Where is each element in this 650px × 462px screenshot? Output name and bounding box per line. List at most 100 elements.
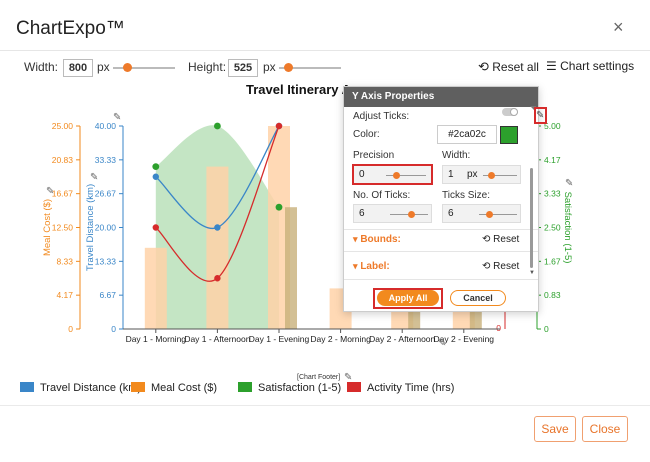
legend-item[interactable]: Activity Time (hrs) (347, 382, 454, 394)
series-point (275, 122, 283, 130)
precision-label: Precision (353, 150, 395, 161)
legend-label: Meal Cost ($) (151, 382, 218, 394)
line-width-slider-thumb[interactable] (488, 172, 495, 179)
satisfaction-point (275, 203, 283, 211)
save-button[interactable]: Save (534, 416, 576, 442)
ticks-size-field[interactable]: 6 (442, 204, 521, 223)
width-slider-thumb[interactable] (123, 63, 132, 72)
apply-all-button[interactable]: Apply All (377, 290, 439, 306)
y-tick-label: 5.00 (544, 121, 561, 131)
height-slider[interactable] (279, 67, 341, 69)
label-reset-label: Reset (493, 261, 520, 272)
ticks-size-slider[interactable] (479, 214, 517, 215)
ticks-count-slider-thumb[interactable] (408, 211, 415, 218)
chart-title: Travel Itinerary A (246, 82, 352, 97)
ticks-count-field[interactable]: 6 (353, 204, 432, 223)
color-swatch[interactable] (500, 126, 518, 144)
y-tick-label: 2.50 (544, 223, 561, 233)
ticks-size-label: Ticks Size: (442, 190, 490, 201)
close-button[interactable]: Close (582, 416, 628, 442)
cancel-button[interactable]: Cancel (450, 290, 506, 306)
edit-pencil-icon[interactable]: ✎ (565, 178, 574, 189)
legend-label: Satisfaction (1-5) (258, 382, 342, 394)
x-tick-label: Day 2 - Afternoon (369, 334, 435, 344)
series-point (214, 275, 221, 282)
legend-label: Activity Time (hrs) (367, 382, 455, 394)
y-tick-label: 1.67 (544, 256, 561, 266)
adjust-ticks-toggle[interactable] (502, 108, 518, 116)
app-brand: ChartExpo™ (16, 18, 125, 39)
y-tick-label: 40.00 (95, 121, 117, 131)
y-axis-title: Meal Cost ($) (42, 199, 53, 256)
legend-item[interactable]: Satisfaction (1-5) (238, 382, 341, 394)
width-label: Width: (442, 150, 471, 161)
edit-pencil-icon[interactable]: ✎ (113, 112, 122, 123)
chart-settings-button[interactable]: ☰ Chart settings (546, 59, 634, 73)
panel-divider (344, 229, 538, 230)
close-icon[interactable]: × (613, 17, 624, 37)
ticks-count-value: 6 (359, 208, 365, 219)
bounds-reset-button[interactable]: ⟲ Reset (482, 234, 519, 245)
series-point (214, 224, 221, 231)
bar (268, 126, 290, 329)
width-label: Width: (24, 60, 59, 74)
y-tick-label: 0 (68, 324, 73, 334)
ticks-size-slider-thumb[interactable] (486, 211, 493, 218)
label-reset-button[interactable]: ⟲ Reset (482, 261, 519, 272)
y-tick-label: 3.33 (544, 189, 561, 199)
x-tick-label: Day 2 - Evening (434, 334, 495, 344)
reset-all-button[interactable]: ⟲ Reset all (478, 59, 539, 75)
height-input[interactable]: 525 (228, 59, 258, 77)
panel-divider (344, 251, 538, 252)
chevron-down-icon: ▾ (353, 234, 358, 244)
legend-swatch (347, 382, 361, 392)
precision-value: 0 (359, 169, 365, 180)
ticks-count-label: No. Of Ticks: (353, 190, 411, 201)
settings-sliders-icon: ☰ (546, 59, 557, 73)
panel-resize-corner (530, 106, 536, 112)
y-axis-title: Satisfaction (1-5) (562, 192, 573, 264)
color-hex-input[interactable]: #2ca02c (437, 125, 497, 144)
reset-all-label: Reset all (492, 60, 539, 74)
edit-pencil-icon[interactable]: ✎ (46, 186, 55, 197)
y-tick-label: 4.17 (544, 155, 561, 165)
y-tick-label: 0.83 (544, 290, 561, 300)
legend-item[interactable]: Meal Cost ($) (131, 382, 217, 394)
edit-pencil-icon[interactable]: ✎ (438, 338, 447, 349)
label-section-toggle[interactable]: ▾ Label: (353, 261, 390, 272)
y-tick-label: 0 (111, 324, 116, 334)
y-axis-title: Travel Distance (km) (85, 184, 96, 271)
header-divider (0, 50, 650, 51)
y-tick-label: 13.33 (95, 256, 117, 266)
chevron-down-icon: ▾ (353, 261, 358, 271)
highlight-box (373, 288, 443, 309)
bounds-section-toggle[interactable]: ▾ Bounds: (353, 234, 401, 245)
y-tick-label: 6.67 (99, 290, 116, 300)
edit-pencil-icon[interactable]: ✎ (90, 172, 99, 183)
panel-divider (344, 279, 538, 280)
series-point (152, 224, 159, 231)
width-unit: px (97, 60, 110, 74)
height-slider-thumb[interactable] (284, 63, 293, 72)
width-input[interactable]: 800 (63, 59, 93, 77)
footer-divider (0, 405, 650, 406)
edit-pencil-icon[interactable]: ✎ (344, 372, 353, 383)
legend-item[interactable]: Travel Distance (km) (20, 382, 141, 394)
reset-icon: ⟲ (482, 234, 491, 245)
line-width-value: 1 (448, 169, 454, 180)
reset-icon: ⟲ (482, 261, 491, 272)
edit-pencil-icon[interactable]: ✎ (536, 110, 545, 121)
label-section-label: Label: (360, 261, 390, 272)
precision-slider-thumb[interactable] (393, 172, 400, 179)
width-slider[interactable] (113, 67, 175, 69)
line-width-unit: px (467, 169, 478, 180)
line-width-slider[interactable] (483, 175, 517, 176)
y-tick-label: 20.83 (52, 155, 74, 165)
reset-icon: ⟲ (478, 59, 489, 74)
panel-scrollbar[interactable] (530, 168, 533, 268)
line-width-field[interactable]: 1 px (442, 165, 521, 184)
scroll-down-icon[interactable]: ▼ (529, 270, 535, 276)
precision-slider[interactable] (386, 175, 426, 176)
chart-footer-label[interactable]: [Chart Footer] (297, 374, 341, 381)
series-point (152, 173, 159, 180)
